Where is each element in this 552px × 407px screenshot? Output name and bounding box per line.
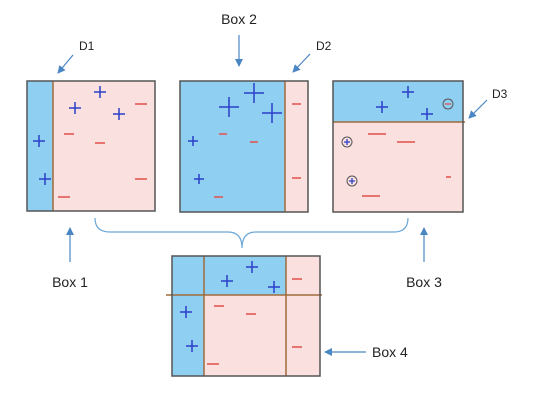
box-3-label: Box 3 <box>406 274 442 290</box>
plus-mark <box>219 97 239 117</box>
box-1 <box>26 80 156 212</box>
plus-mark <box>262 103 282 123</box>
d2-label: D2 <box>316 39 332 53</box>
plus-mark <box>244 83 264 103</box>
combine-bracket <box>94 217 409 249</box>
plus-mark <box>402 86 414 98</box>
box-3-minus-marks <box>362 133 451 197</box>
d1-label: D1 <box>79 39 95 53</box>
box-1-plus-marks <box>33 86 125 185</box>
box-1-minus-marks <box>58 103 147 198</box>
box-4-label: Box 4 <box>372 344 408 360</box>
plus-mark <box>39 173 51 185</box>
circled-plus-mark <box>346 175 358 187</box>
plus-mark <box>69 102 81 114</box>
box-4-plus-marks <box>180 261 280 352</box>
plus-mark <box>33 135 45 147</box>
plus-mark <box>421 108 433 120</box>
box-4-positive-region-left <box>172 256 204 376</box>
d1-arrow <box>57 54 74 74</box>
box-2-plus-marks <box>188 83 282 184</box>
plus-mark <box>188 136 198 146</box>
plus-mark <box>94 86 106 98</box>
box-3-circled-marks <box>341 98 454 187</box>
box-4-border <box>171 255 321 377</box>
box-3 <box>332 80 465 213</box>
box-4-minus-marks <box>207 278 302 365</box>
box-2 <box>179 80 309 213</box>
arrows <box>57 35 488 356</box>
d2-arrow <box>292 53 311 73</box>
plus-mark <box>376 101 388 113</box>
box-2-border <box>179 80 309 213</box>
plus-mark <box>113 108 125 120</box>
box-3-border <box>332 80 464 213</box>
plus-mark <box>180 306 192 318</box>
plus-mark <box>246 261 258 273</box>
plus-mark <box>268 281 280 293</box>
box-4 <box>166 255 322 377</box>
plus-mark <box>221 275 233 287</box>
circled-minus-mark <box>442 98 454 110</box>
box-2-negative-region <box>285 81 308 212</box>
box-3-positive-region <box>333 81 463 122</box>
circled-plus-mark <box>341 136 353 148</box>
d3-arrow <box>468 99 488 119</box>
box-1-border <box>26 80 156 212</box>
d3-label: D3 <box>492 87 508 101</box>
box-2-label: Box 2 <box>221 11 257 27</box>
box-4-positive-region-top <box>204 256 286 295</box>
plus-mark <box>194 174 204 184</box>
box-3-plus-marks <box>376 86 433 120</box>
box-2-minus-marks <box>214 103 301 198</box>
plus-mark <box>186 340 198 352</box>
box-1-positive-region <box>27 81 53 211</box>
box-1-label: Box 1 <box>52 274 88 290</box>
